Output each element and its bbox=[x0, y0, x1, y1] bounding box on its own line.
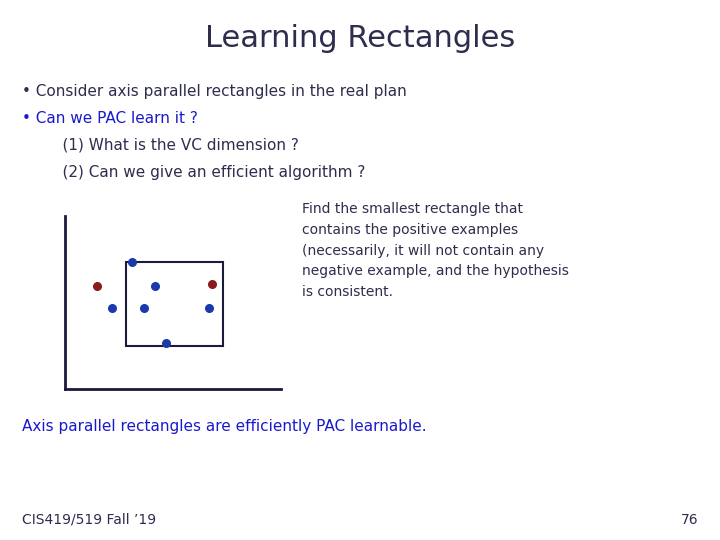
Point bbox=[160, 339, 171, 347]
Text: 76: 76 bbox=[681, 512, 698, 526]
Point bbox=[203, 303, 215, 312]
Text: Find the smallest rectangle that
contains the positive examples
(necessarily, it: Find the smallest rectangle that contain… bbox=[302, 202, 570, 299]
Point bbox=[149, 282, 161, 291]
Text: Axis parallel rectangles are efficiently PAC learnable.: Axis parallel rectangles are efficiently… bbox=[22, 418, 426, 434]
Point bbox=[126, 258, 138, 266]
Text: (2) Can we give an efficient algorithm ?: (2) Can we give an efficient algorithm ? bbox=[43, 165, 366, 180]
Bar bbox=[126, 262, 223, 346]
Point bbox=[138, 303, 150, 312]
Text: • Can we PAC learn it ?: • Can we PAC learn it ? bbox=[22, 111, 197, 126]
Point bbox=[207, 279, 218, 288]
Text: (1) What is the VC dimension ?: (1) What is the VC dimension ? bbox=[43, 138, 299, 153]
Text: • Consider axis parallel rectangles in the real plan: • Consider axis parallel rectangles in t… bbox=[22, 84, 406, 99]
Point bbox=[106, 303, 117, 312]
Text: CIS419/519 Fall ’19: CIS419/519 Fall ’19 bbox=[22, 512, 156, 526]
Text: Learning Rectangles: Learning Rectangles bbox=[205, 24, 515, 53]
Point bbox=[91, 282, 103, 291]
